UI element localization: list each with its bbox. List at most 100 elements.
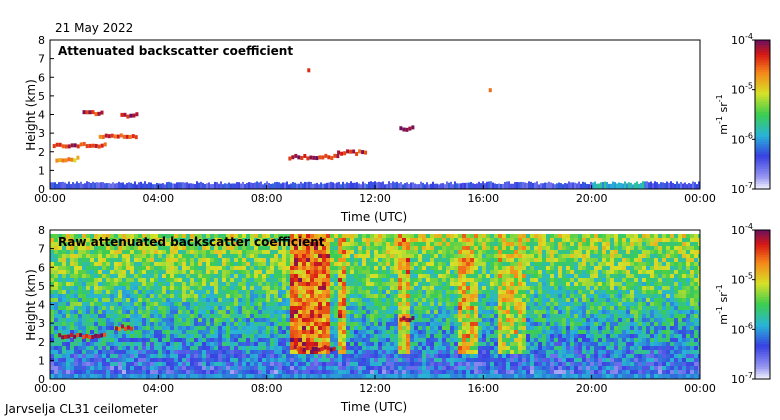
- heatmap-cell: [506, 282, 510, 286]
- heatmap-cell: [590, 290, 594, 294]
- heatmap-cell: [94, 266, 98, 270]
- heatmap-cell: [354, 262, 358, 266]
- heatmap-cell: [206, 278, 210, 282]
- heatmap-cell: [682, 294, 686, 298]
- heatmap-cell: [610, 310, 614, 314]
- heatmap-cell: [682, 282, 686, 286]
- heatmap-cell: [562, 278, 566, 282]
- heatmap-cell: [602, 326, 606, 330]
- heatmap-cell: [198, 330, 202, 334]
- heatmap-cell: [658, 238, 662, 242]
- heatmap-cell: [590, 250, 594, 254]
- heatmap-cell: [394, 302, 398, 306]
- heatmap-cell: [350, 181, 352, 189]
- heatmap-cell: [178, 314, 182, 318]
- heatmap-cell: [230, 258, 234, 262]
- heatmap-cell: [414, 278, 418, 282]
- heatmap-cell: [286, 334, 290, 338]
- heatmap-cell: [170, 238, 174, 242]
- heatmap-cell: [466, 326, 470, 330]
- heatmap-cell: [214, 234, 218, 238]
- heatmap-cell: [538, 246, 542, 250]
- heatmap-cell: [138, 322, 142, 326]
- heatmap-cell: [290, 246, 294, 250]
- heatmap-cell: [303, 153, 307, 158]
- heatmap-cell: [350, 330, 354, 334]
- heatmap-cell: [606, 326, 610, 330]
- colorbar-cell: [755, 74, 770, 78]
- heatmap-cell: [294, 298, 298, 302]
- heatmap-cell: [210, 246, 214, 250]
- heatmap-cell: [338, 234, 342, 238]
- heatmap-cell: [588, 184, 590, 189]
- heatmap-cell: [682, 183, 684, 189]
- heatmap-cell: [666, 302, 670, 306]
- heatmap-cell: [522, 266, 526, 270]
- heatmap-cell: [146, 338, 150, 342]
- heatmap-cell: [258, 306, 262, 310]
- heatmap-cell: [642, 270, 646, 274]
- heatmap-cell: [110, 298, 114, 302]
- heatmap-cell: [686, 290, 690, 294]
- heatmap-cell: [530, 238, 534, 242]
- heatmap-cell: [678, 310, 682, 314]
- heatmap-cell: [698, 330, 700, 334]
- heatmap-cell: [150, 330, 154, 334]
- heatmap-cell: [590, 274, 594, 278]
- heatmap-cell: [346, 274, 350, 278]
- heatmap-cell: [321, 155, 325, 160]
- heatmap-cell: [146, 334, 150, 338]
- heatmap-cell: [498, 326, 502, 330]
- heatmap-cell: [438, 330, 442, 334]
- heatmap-cell: [426, 326, 430, 330]
- heatmap-cell: [506, 274, 510, 278]
- heatmap-cell: [518, 246, 522, 250]
- heatmap-cell: [306, 314, 310, 318]
- heatmap-cell: [302, 258, 306, 262]
- heatmap-cell: [384, 184, 386, 189]
- heatmap-cell: [682, 242, 686, 246]
- heatmap-cell: [674, 266, 678, 270]
- heatmap-cell: [78, 306, 82, 310]
- heatmap-cell: [526, 298, 530, 302]
- heatmap-cell: [174, 183, 176, 189]
- heatmap-cell: [310, 302, 314, 306]
- heatmap-cell: [434, 234, 438, 238]
- heatmap-cell: [222, 242, 226, 246]
- heatmap-cell: [466, 262, 470, 266]
- heatmap-cell: [606, 274, 610, 278]
- heatmap-cell: [522, 286, 526, 290]
- heatmap-cell: [590, 181, 592, 189]
- heatmap-cell: [658, 290, 662, 294]
- heatmap-cell: [162, 334, 166, 338]
- heatmap-cell: [78, 274, 82, 278]
- heatmap-cell: [238, 266, 242, 270]
- heatmap-cell: [98, 234, 102, 238]
- heatmap-cell: [290, 310, 294, 314]
- heatmap-cell: [54, 266, 58, 270]
- heatmap-cell: [170, 342, 174, 346]
- heatmap-cell: [74, 183, 76, 189]
- heatmap-cell: [434, 266, 438, 270]
- heatmap-cell: [266, 306, 270, 310]
- heatmap-cell: [70, 258, 74, 262]
- heatmap-cell: [98, 242, 102, 246]
- heatmap-cell: [126, 254, 130, 258]
- colorbar-cell: [755, 67, 770, 71]
- heatmap-cell: [318, 246, 322, 250]
- heatmap-cell: [66, 294, 70, 298]
- heatmap-cell: [102, 234, 106, 238]
- heatmap-cell: [414, 242, 418, 246]
- heatmap-cell: [342, 234, 346, 238]
- heatmap-cell: [174, 326, 178, 330]
- heatmap-cell: [496, 183, 498, 189]
- heatmap-cell: [434, 310, 438, 314]
- heatmap-cell: [494, 330, 498, 334]
- heatmap-cell: [386, 322, 390, 326]
- heatmap-cell: [158, 330, 162, 334]
- heatmap-cell: [222, 234, 226, 238]
- heatmap-cell: [410, 302, 414, 306]
- heatmap-cell: [442, 330, 446, 334]
- heatmap-cell: [382, 238, 386, 242]
- heatmap-cell: [634, 330, 638, 334]
